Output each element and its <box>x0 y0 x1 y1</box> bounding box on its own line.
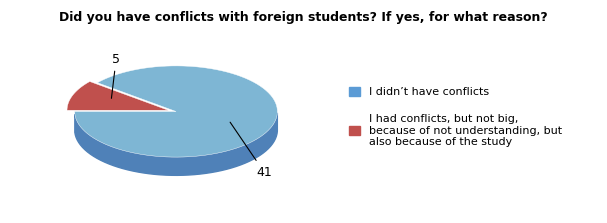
Polygon shape <box>75 66 277 157</box>
Text: 41: 41 <box>230 122 272 179</box>
Text: Did you have conflicts with foreign students? If yes, for what reason?: Did you have conflicts with foreign stud… <box>59 11 548 24</box>
Polygon shape <box>67 81 168 110</box>
Text: 5: 5 <box>112 53 120 98</box>
Legend: I didn’t have conflicts, I had conflicts, but not big,
because of not understand: I didn’t have conflicts, I had conflicts… <box>345 84 565 151</box>
Polygon shape <box>75 113 277 175</box>
